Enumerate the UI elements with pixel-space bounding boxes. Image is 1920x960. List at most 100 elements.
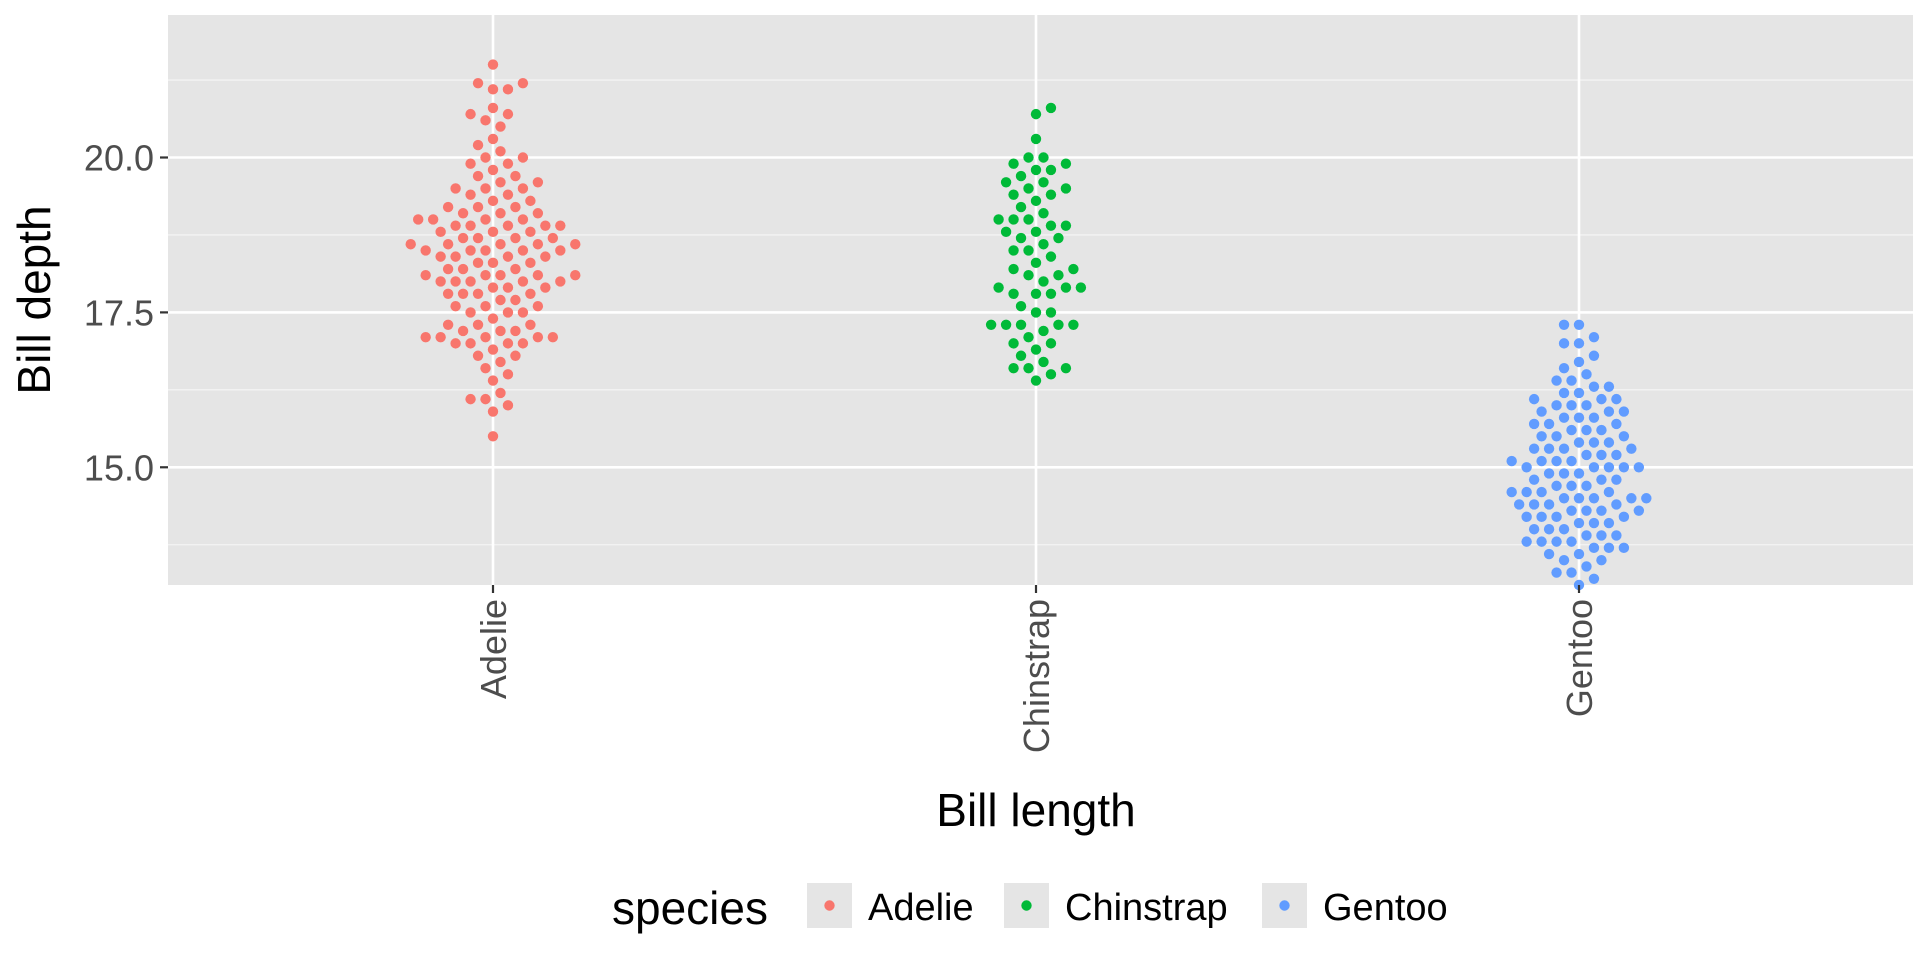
data-point-adelie [495, 356, 506, 368]
data-point-chinstrap [1015, 300, 1027, 312]
data-point-gentoo [1581, 561, 1592, 572]
data-point-adelie [450, 251, 461, 262]
data-point-chinstrap [1015, 232, 1027, 244]
data-point-adelie [420, 245, 431, 256]
data-point-gentoo [1573, 412, 1585, 423]
data-point-adelie [495, 146, 506, 157]
data-point-adelie [517, 214, 529, 225]
data-point-gentoo [1588, 462, 1600, 473]
data-point-adelie [487, 133, 499, 145]
data-point-gentoo [1566, 505, 1577, 516]
data-point-gentoo [1581, 530, 1592, 541]
data-point-adelie [480, 214, 491, 225]
data-point-chinstrap [1015, 319, 1027, 330]
x-tick-label-adelie: Adelie [473, 599, 514, 699]
data-point-adelie [487, 406, 499, 417]
data-point-adelie [487, 313, 499, 324]
data-point-adelie [427, 214, 439, 225]
data-point-adelie [442, 201, 454, 213]
data-point-adelie [480, 245, 491, 256]
data-point-adelie [495, 325, 506, 337]
data-point-gentoo [1588, 493, 1600, 504]
data-point-adelie [435, 276, 446, 287]
data-point-chinstrap [1030, 375, 1042, 386]
data-point-adelie [442, 239, 454, 250]
data-point-gentoo [1543, 443, 1555, 454]
legend-item-gentoo: Gentoo [1262, 883, 1448, 929]
data-point-adelie [510, 350, 521, 361]
legend-label: Gentoo [1323, 887, 1448, 929]
data-point-chinstrap [1030, 288, 1042, 300]
data-point-gentoo [1558, 319, 1570, 330]
data-point-gentoo [1573, 437, 1585, 448]
data-point-adelie [480, 300, 491, 312]
data-point-chinstrap [1030, 133, 1042, 145]
data-point-gentoo [1551, 567, 1562, 578]
data-point-adelie [487, 59, 499, 70]
data-point-chinstrap [1008, 263, 1019, 275]
data-point-adelie [442, 319, 454, 330]
data-point-adelie [517, 77, 529, 89]
data-point-adelie [502, 189, 514, 200]
axes: 15.0 17.5 20.0 Adelie Chinstrap Gentoo [84, 138, 1600, 754]
data-point-adelie [532, 177, 544, 188]
data-point-gentoo [1633, 505, 1645, 516]
data-point-chinstrap [1038, 208, 1049, 219]
data-point-gentoo [1588, 350, 1600, 361]
data-point-adelie [510, 325, 521, 337]
data-point-gentoo [1536, 455, 1547, 467]
data-point-gentoo [1528, 443, 1540, 454]
data-point-adelie [487, 102, 499, 114]
data-point-gentoo [1558, 338, 1570, 349]
data-point-adelie [457, 288, 469, 300]
data-point-adelie [450, 220, 461, 231]
data-point-gentoo [1611, 474, 1622, 485]
data-point-adelie [480, 393, 491, 405]
data-point-adelie [495, 208, 506, 219]
data-point-gentoo [1611, 418, 1622, 430]
data-point-chinstrap [1068, 263, 1079, 275]
data-point-chinstrap [1060, 183, 1072, 194]
data-point-adelie [555, 220, 566, 231]
data-point-gentoo [1566, 400, 1577, 411]
data-point-chinstrap [993, 214, 1004, 225]
data-point-adelie [465, 245, 476, 256]
data-point-gentoo [1558, 555, 1570, 566]
data-point-adelie [420, 331, 431, 343]
data-point-adelie [487, 282, 499, 293]
data-point-gentoo [1596, 530, 1607, 541]
data-point-gentoo [1566, 480, 1577, 492]
data-point-gentoo [1551, 400, 1562, 411]
data-point-chinstrap [1023, 331, 1034, 343]
data-point-chinstrap [1008, 288, 1019, 300]
data-point-adelie [472, 288, 484, 300]
data-point-chinstrap [1053, 232, 1064, 244]
data-point-chinstrap [1030, 344, 1042, 355]
data-point-gentoo [1618, 431, 1630, 442]
data-point-gentoo [1521, 486, 1532, 498]
data-point-adelie [487, 375, 499, 386]
data-point-adelie [420, 270, 431, 281]
data-point-chinstrap [1030, 226, 1042, 238]
data-point-adelie [510, 294, 521, 306]
data-point-gentoo [1596, 424, 1607, 436]
data-point-adelie [495, 387, 506, 399]
data-point-adelie [525, 288, 536, 300]
legend-item-adelie: Adelie [807, 883, 974, 929]
data-point-adelie [517, 183, 529, 194]
data-point-adelie [532, 270, 544, 281]
data-point-adelie [450, 300, 461, 312]
data-point-gentoo [1618, 406, 1630, 417]
data-point-adelie [502, 108, 514, 120]
legend: species Adelie Chinstrap Gentoo [612, 882, 1448, 934]
data-point-gentoo [1588, 573, 1600, 585]
data-point-gentoo [1558, 412, 1570, 423]
data-point-gentoo [1618, 462, 1630, 473]
data-point-chinstrap [1045, 220, 1057, 231]
data-point-gentoo [1536, 536, 1547, 547]
data-point-chinstrap [1023, 362, 1034, 374]
data-point-chinstrap [1045, 338, 1057, 349]
data-point-adelie [502, 307, 514, 318]
data-point-adelie [532, 331, 544, 343]
